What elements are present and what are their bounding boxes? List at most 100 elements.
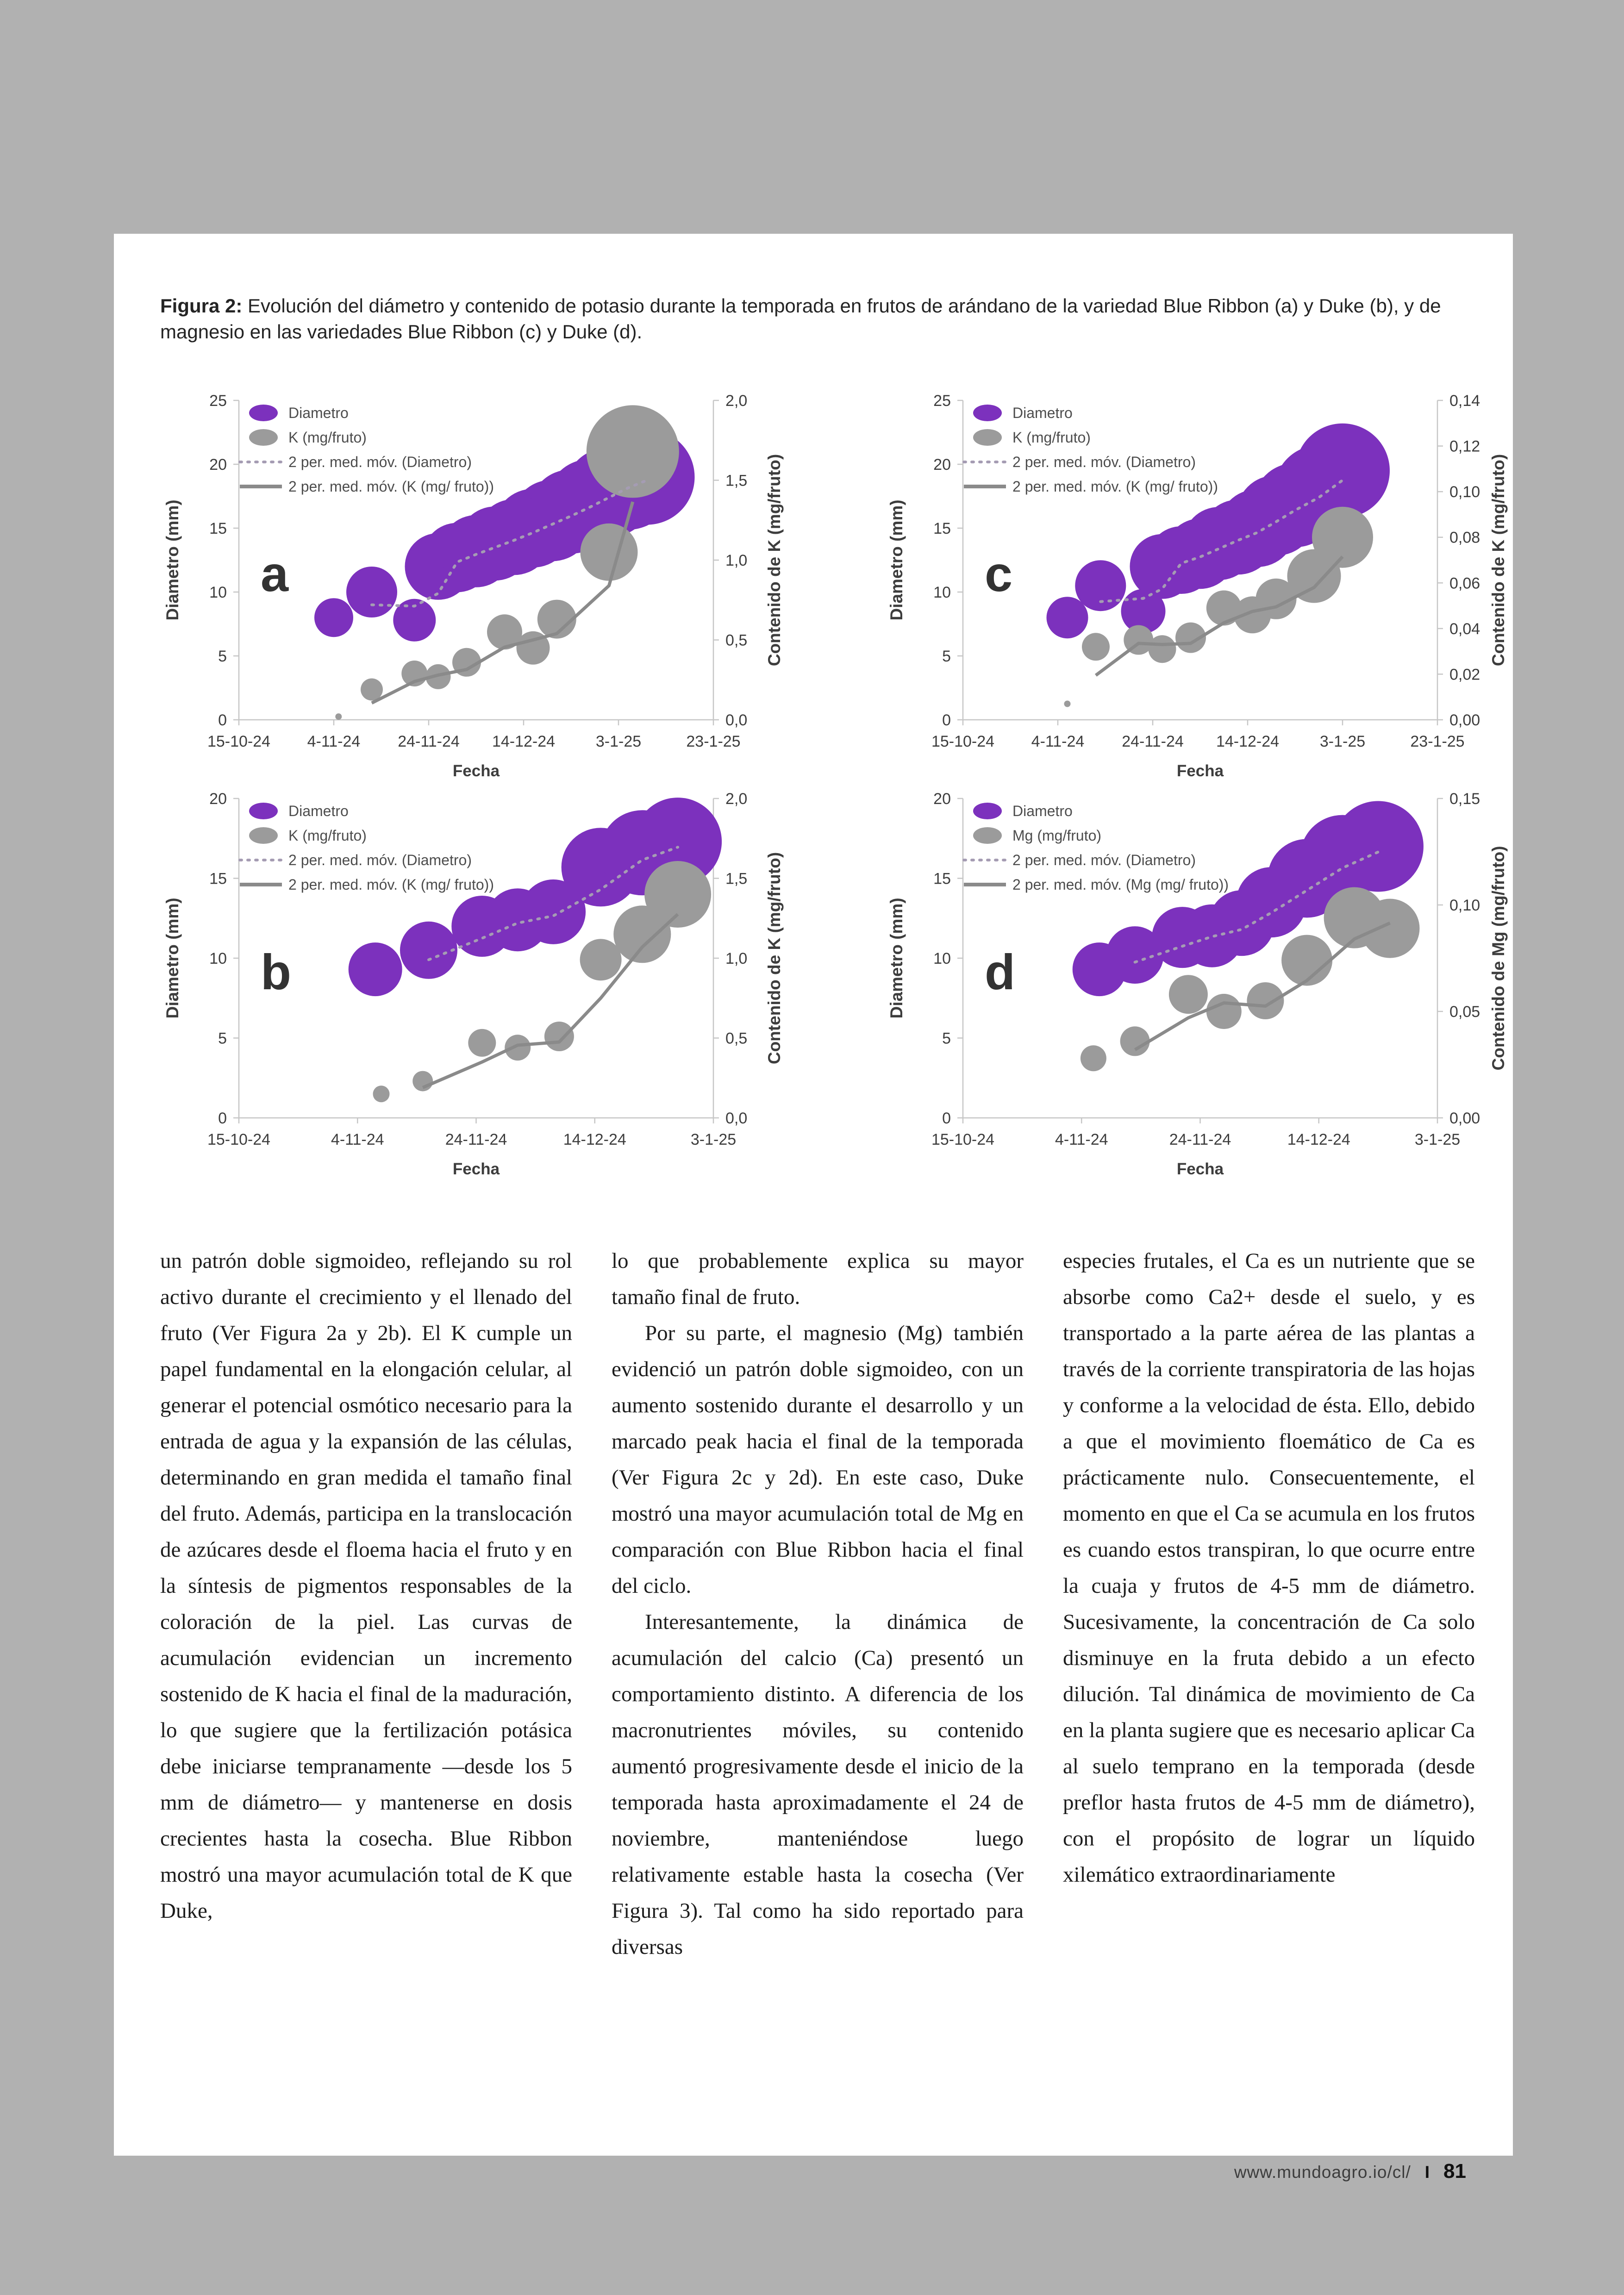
bubble bbox=[314, 598, 353, 637]
right-tick-label: 0,00 bbox=[1449, 1110, 1480, 1127]
left-tick-label: 15 bbox=[209, 870, 227, 888]
bubble bbox=[348, 942, 402, 997]
footer-website-url: www.mundoagro.io/cl/ bbox=[1234, 2163, 1411, 2182]
axes bbox=[962, 400, 1438, 721]
bubble bbox=[1360, 898, 1420, 958]
legend: Diametro K (mg/fruto) 2 per. med. móv. (Di… bbox=[238, 803, 494, 893]
legend-label: Diametro bbox=[1012, 803, 1073, 819]
figure-caption-label: Figura 2: bbox=[160, 295, 243, 317]
body-paragraph: especies frutales, el Ca es un nutriente… bbox=[1063, 1249, 1475, 1887]
x-axis-title: Fecha bbox=[1177, 1160, 1224, 1178]
legend-bubble-marker bbox=[249, 827, 278, 844]
x-tick-label: 15-10-24 bbox=[207, 733, 270, 750]
x-tick-label: 14-12-24 bbox=[1216, 733, 1279, 750]
chart-b-svg: 0 5 10 15 20 0,0 0,5 1,0 1,5 2,0 15-10-24 4-11-24 24… bbox=[163, 790, 784, 1178]
bubble bbox=[1312, 506, 1373, 568]
right-tick-label: 0,14 bbox=[1449, 392, 1480, 410]
left-tick-label: 10 bbox=[209, 584, 227, 601]
bubble bbox=[487, 614, 522, 650]
legend-bubble-marker bbox=[249, 803, 278, 819]
right-tick-label: 0,05 bbox=[1449, 1003, 1480, 1021]
bubble bbox=[1175, 622, 1206, 653]
x-tick-label: 14-12-24 bbox=[1287, 1131, 1350, 1148]
panel-label: d bbox=[985, 944, 1015, 1000]
bubble bbox=[393, 599, 436, 642]
figure-caption-text: Evolución del diámetro y contenido de po… bbox=[160, 295, 1441, 343]
legend-label: 2 per. med. móv. (Diametro) bbox=[1012, 454, 1196, 470]
right-tick-label: 0,0 bbox=[725, 711, 747, 729]
left-tick-label: 10 bbox=[933, 950, 951, 967]
x-tick-label: 4-11-24 bbox=[331, 1131, 384, 1148]
panel-label: a bbox=[261, 546, 289, 602]
left-tick-label: 10 bbox=[209, 950, 227, 967]
right-axis: 0,0 0,5 1,0 1,5 2,0 bbox=[713, 392, 747, 729]
body-column-1: un patrón doble sigmoideo, reflejando su… bbox=[160, 1243, 572, 1929]
bubble bbox=[335, 713, 342, 720]
legend-label: Mg (mg/fruto) bbox=[1012, 827, 1101, 844]
bubble bbox=[1121, 589, 1166, 634]
right-axis-title: Contenido de Mg (mg/fruto) bbox=[1489, 846, 1508, 1070]
right-tick-label: 1,0 bbox=[725, 950, 747, 967]
bubble bbox=[468, 1029, 496, 1057]
legend-bubble-marker bbox=[973, 803, 1002, 819]
right-tick-label: 1,5 bbox=[725, 870, 747, 888]
body-paragraph: un patrón doble sigmoideo, reflejando su… bbox=[160, 1249, 572, 1923]
x-axis: 15-10-24 4-11-24 24-11-24 14-12-24 3-1-25 23-… bbox=[207, 720, 741, 750]
chart-a-svg: 0 5 10 15 20 25 0,0 0,5 1,0 1,5 2,0 15-10-24 4-11-24… bbox=[163, 392, 784, 780]
right-tick-label: 0,06 bbox=[1449, 574, 1480, 592]
bubble bbox=[361, 678, 383, 701]
x-axis-title: Fecha bbox=[453, 1160, 500, 1178]
ma-line-nutrient bbox=[371, 501, 635, 705]
x-tick-label: 3-1-25 bbox=[1415, 1131, 1460, 1148]
figure-caption: Figura 2: Evolución del diámetro y conte… bbox=[160, 293, 1493, 345]
right-tick-label: 0,15 bbox=[1449, 790, 1480, 808]
ma-line-diametro bbox=[370, 479, 649, 608]
bubble bbox=[346, 567, 397, 617]
left-axis: 0 5 10 15 20 bbox=[933, 790, 963, 1127]
bubble bbox=[580, 939, 622, 981]
x-axis: 15-10-24 4-11-24 24-11-24 14-12-24 3-1-25 23-… bbox=[931, 720, 1465, 750]
right-tick-label: 1,5 bbox=[725, 472, 747, 490]
left-tick-label: 10 bbox=[933, 584, 951, 601]
legend-label: 2 per. med. móv. (Diametro) bbox=[288, 454, 472, 470]
bubble bbox=[1295, 423, 1390, 518]
ma-line-nutrient bbox=[422, 913, 679, 1089]
body-column-2: lo que probablemente explica su mayor ta… bbox=[612, 1243, 1024, 1965]
x-tick-label: 3-1-25 bbox=[691, 1131, 736, 1148]
bubble bbox=[1281, 935, 1333, 986]
right-axis-title: Contenido de K (mg/fruto) bbox=[765, 454, 784, 666]
x-tick-label: 4-11-24 bbox=[1031, 733, 1085, 750]
left-tick-label: 25 bbox=[209, 392, 227, 410]
chart-panel-b: 0 5 10 15 20 0,0 0,5 1,0 1,5 2,0 15-10-24 4-11-24 24… bbox=[158, 780, 806, 1187]
chart-d-svg: 0 5 10 15 20 0,00 0,05 0,10 0,15 15-10-24 4-11-24 2… bbox=[887, 790, 1508, 1178]
legend-bubble-marker bbox=[973, 405, 1002, 421]
ma-line-nutrient bbox=[1094, 555, 1344, 677]
left-axis-title: Diametro (mm) bbox=[887, 499, 906, 620]
bubble bbox=[1082, 633, 1110, 661]
x-axis: 15-10-24 4-11-24 24-11-24 14-12-24 3-1-25 bbox=[931, 1118, 1460, 1148]
bubble bbox=[634, 798, 722, 886]
magazine-page: Figura 2: Evolución del diámetro y conte… bbox=[114, 234, 1513, 2156]
body-paragraph: Interesantemente, la dinámica de acumula… bbox=[612, 1610, 1024, 1959]
left-tick-label: 15 bbox=[209, 520, 227, 537]
x-axis-title: Fecha bbox=[1177, 762, 1224, 780]
left-tick-label: 5 bbox=[218, 1030, 227, 1048]
x-tick-label: 3-1-25 bbox=[596, 733, 641, 750]
right-tick-label: 0,02 bbox=[1449, 666, 1480, 683]
bubble bbox=[586, 405, 679, 498]
footer-page-number: 81 bbox=[1443, 2160, 1466, 2183]
bubble bbox=[1206, 994, 1242, 1029]
bubble bbox=[1106, 926, 1164, 984]
bubble bbox=[373, 1085, 390, 1103]
chart-panel-d: 0 5 10 15 20 0,00 0,05 0,10 0,15 15-10-24 4-11-24 2… bbox=[882, 780, 1530, 1187]
left-tick-label: 0 bbox=[218, 711, 227, 729]
legend-label: K (mg/fruto) bbox=[288, 429, 367, 446]
right-axis: 0,00 0,05 0,10 0,15 bbox=[1437, 790, 1480, 1127]
left-axis: 0 5 10 15 20 bbox=[209, 790, 239, 1127]
legend-bubble-marker bbox=[249, 405, 278, 421]
right-tick-label: 0,10 bbox=[1449, 483, 1480, 501]
bubble bbox=[1120, 1026, 1150, 1056]
bubble bbox=[1206, 590, 1242, 626]
bubble bbox=[1332, 801, 1424, 892]
